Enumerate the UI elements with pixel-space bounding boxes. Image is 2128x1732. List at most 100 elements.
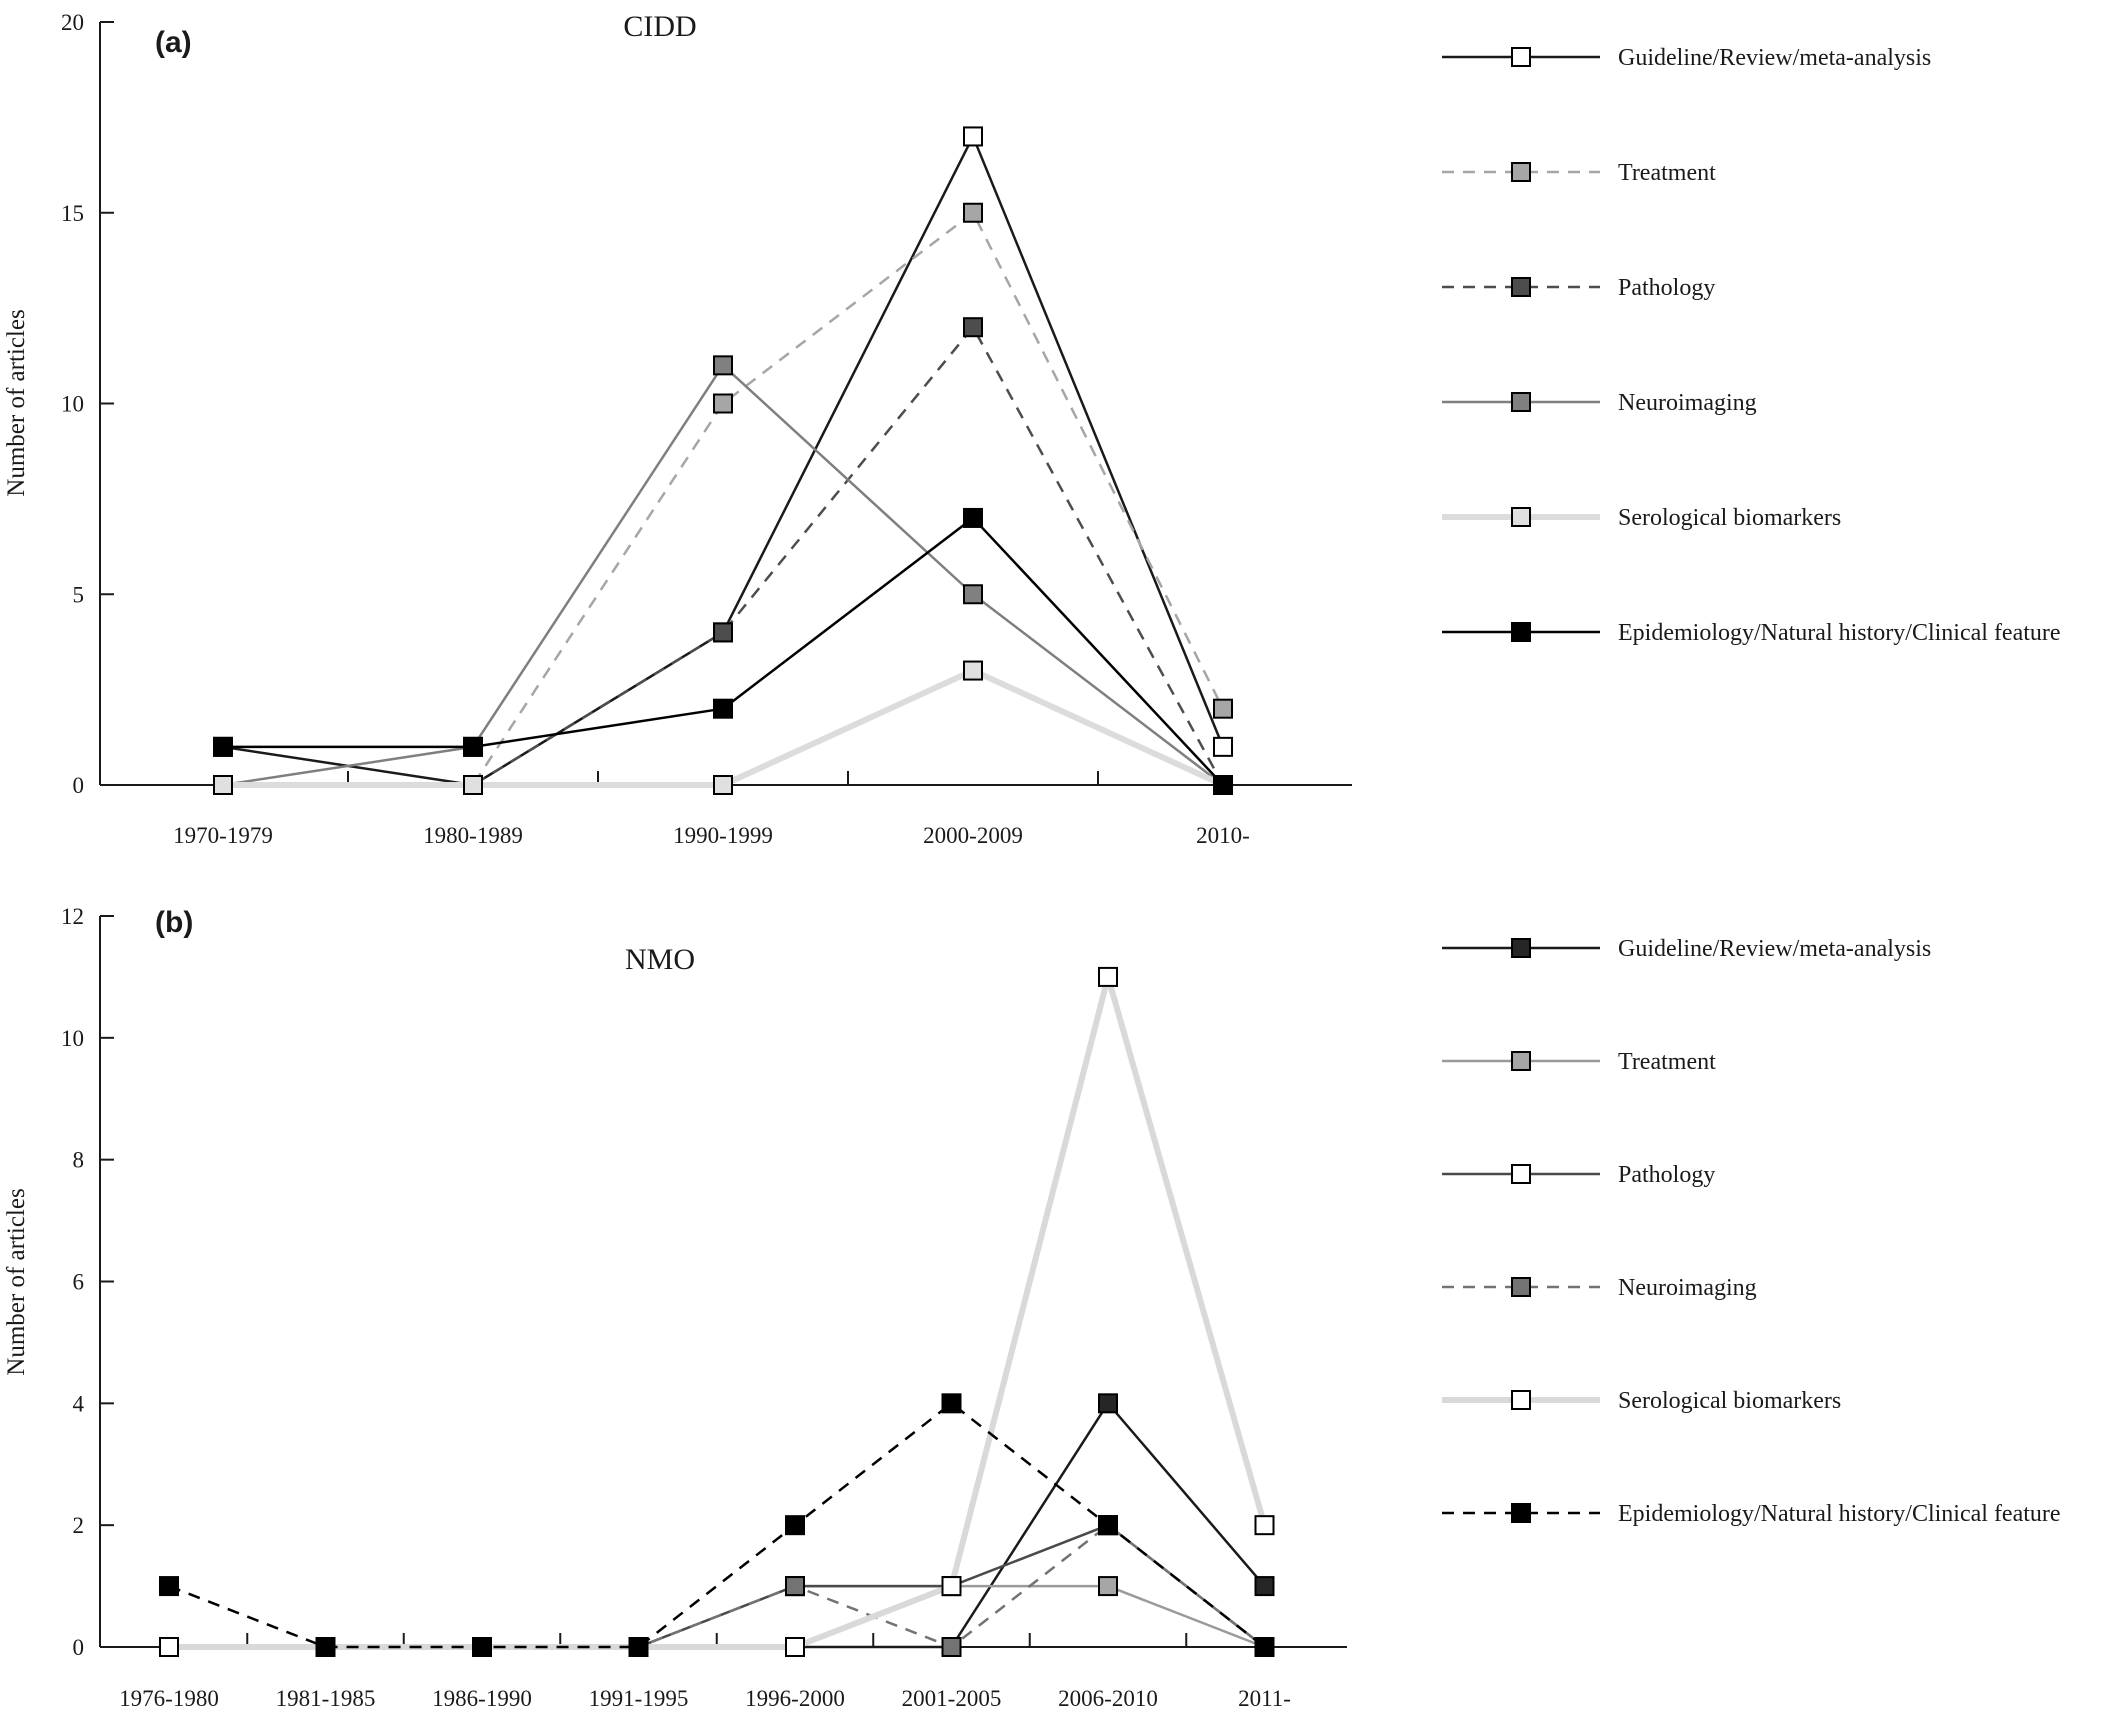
data-point-s5-3 <box>713 775 733 795</box>
data-point-s6-4 <box>628 1637 649 1657</box>
y-tick-label: 4 <box>73 1391 85 1416</box>
data-point-s6-1 <box>213 736 233 757</box>
legend-marker-2 <box>1511 162 1531 182</box>
data-point-s6-3 <box>713 698 733 719</box>
legend-marker-3 <box>1511 277 1531 297</box>
y-tick-label: 15 <box>61 201 84 226</box>
legend-entry-3: Pathology <box>1618 1162 1715 1188</box>
data-point-s5-8 <box>1254 1515 1275 1536</box>
data-point-s4-5 <box>785 1576 805 1597</box>
legend-marker-1 <box>1511 47 1531 67</box>
data-point-s1-7 <box>1098 1393 1118 1414</box>
series-line-5 <box>223 667 1225 788</box>
x-tick-label: 1996-2000 <box>745 1686 845 1711</box>
data-point-s6-7 <box>1098 1515 1118 1536</box>
y-tick-label: 10 <box>61 392 84 417</box>
chart-title: CIDD <box>623 10 696 43</box>
series-line-6 <box>168 1402 1266 1649</box>
legend-marker-2 <box>1511 1051 1531 1071</box>
panel-a-cidd: 0 5 10 15 20 1970-1979 1980-1989 1990-1999 2000-… <box>3 10 2061 848</box>
legend-entry-2: Treatment <box>1618 1049 1716 1075</box>
panel-label: (a) <box>155 26 192 59</box>
data-point-s6-4 <box>963 507 983 528</box>
data-point-s6-5 <box>1213 775 1233 795</box>
series-line-5 <box>169 973 1268 1650</box>
legend-marker-5 <box>1511 507 1531 527</box>
legend-entry-2: Treatment <box>1618 160 1716 186</box>
x-tick-label: 2011- <box>1238 1686 1291 1711</box>
panel-label: (b) <box>155 906 193 939</box>
legend-marker-3 <box>1511 1164 1531 1184</box>
legend-marker-1 <box>1511 938 1531 958</box>
x-tick-label: 2006-2010 <box>1058 1686 1158 1711</box>
legend-marker-4 <box>1511 1277 1531 1297</box>
x-tick-label: 2001-2005 <box>902 1686 1002 1711</box>
x-tick-label: 1980-1989 <box>423 823 523 848</box>
data-point-s2-7 <box>1098 1576 1118 1597</box>
x-tick-label: 2010- <box>1196 823 1250 848</box>
series-line-4 <box>169 1523 1266 1649</box>
data-point-s6-1 <box>159 1576 179 1597</box>
data-point-s4-4 <box>963 584 983 605</box>
data-point-s3-4 <box>963 317 983 338</box>
data-point-s6-3 <box>472 1637 492 1657</box>
legend-entry-5: Serological biomarkers <box>1618 1388 1841 1414</box>
data-point-s5-6 <box>941 1576 962 1597</box>
series-line-6 <box>223 516 1224 786</box>
legend-entry-6: Epidemiology/Natural history/Clinical fe… <box>1618 620 2061 646</box>
data-point-s5-1 <box>159 1637 179 1657</box>
legend-marker-6 <box>1511 1503 1531 1523</box>
data-point-s6-2 <box>315 1637 336 1657</box>
data-point-s1-5 <box>1213 736 1233 757</box>
x-tick-label: 1986-1990 <box>432 1686 532 1711</box>
x-tick-label: 1981-1985 <box>276 1686 376 1711</box>
legend-entry-3: Pathology <box>1618 275 1715 301</box>
legend-marker-5 <box>1511 1390 1531 1410</box>
data-point-s5-4 <box>963 660 983 681</box>
y-tick-label: 8 <box>73 1148 85 1173</box>
series-line-1 <box>222 135 1225 787</box>
data-point-s5-2 <box>463 775 483 795</box>
x-tick-label: 1976-1980 <box>119 1686 219 1711</box>
series-line-2 <box>223 211 1225 787</box>
data-point-s2-5 <box>1213 698 1233 719</box>
legend-entry-6: Epidemiology/Natural history/Clinical fe… <box>1618 1501 2061 1527</box>
legend-entry-4: Neuroimaging <box>1618 1275 1757 1301</box>
y-tick-label: 0 <box>73 773 85 798</box>
y-tick-label: 2 <box>73 1513 85 1538</box>
y-tick-label: 0 <box>73 1635 85 1660</box>
data-point-s6-6 <box>941 1393 962 1414</box>
chart-title: NMO <box>625 943 695 976</box>
x-tick-label: 1991-1995 <box>589 1686 689 1711</box>
legend-entry-1: Guideline/Review/meta-analysis <box>1618 936 1931 962</box>
panel-b-nmo: 0 2 4 6 8 10 12 1976-1980 1981-1985 1986-1990 1991… <box>3 904 2061 1711</box>
legend-entry-5: Serological biomarkers <box>1618 505 1841 531</box>
data-point-s2-3 <box>713 393 733 414</box>
legend-marker-6 <box>1511 622 1531 642</box>
data-point-s1-8 <box>1254 1576 1275 1597</box>
data-point-s2-4 <box>963 202 983 223</box>
data-point-s1-4 <box>963 126 983 147</box>
data-point-s3-3 <box>713 622 733 643</box>
data-point-s5-7 <box>1098 966 1118 987</box>
series-line-4 <box>222 364 1224 787</box>
y-tick-label: 20 <box>61 10 84 35</box>
y-tick-label: 5 <box>73 582 85 607</box>
data-point-s6-2 <box>463 736 483 757</box>
legend-entry-1: Guideline/Review/meta-analysis <box>1618 45 1931 71</box>
x-tick-label: 1990-1999 <box>673 823 773 848</box>
y-axis-label: Number of articles <box>3 309 30 496</box>
data-point-s6-8 <box>1254 1637 1275 1657</box>
data-point-s5-5 <box>785 1637 805 1657</box>
y-tick-label: 12 <box>61 904 84 929</box>
y-tick-label: 10 <box>61 1026 84 1051</box>
x-tick-label: 2000-2009 <box>923 823 1023 848</box>
data-point-s5-1 <box>213 775 233 795</box>
y-axis-label: Number of articles <box>3 1188 30 1375</box>
data-point-s4-6 <box>941 1637 962 1657</box>
data-point-s6-5 <box>785 1515 805 1536</box>
y-tick-label: 6 <box>73 1270 85 1295</box>
x-tick-label: 1970-1979 <box>173 823 273 848</box>
legend-entry-4: Neuroimaging <box>1618 390 1757 416</box>
